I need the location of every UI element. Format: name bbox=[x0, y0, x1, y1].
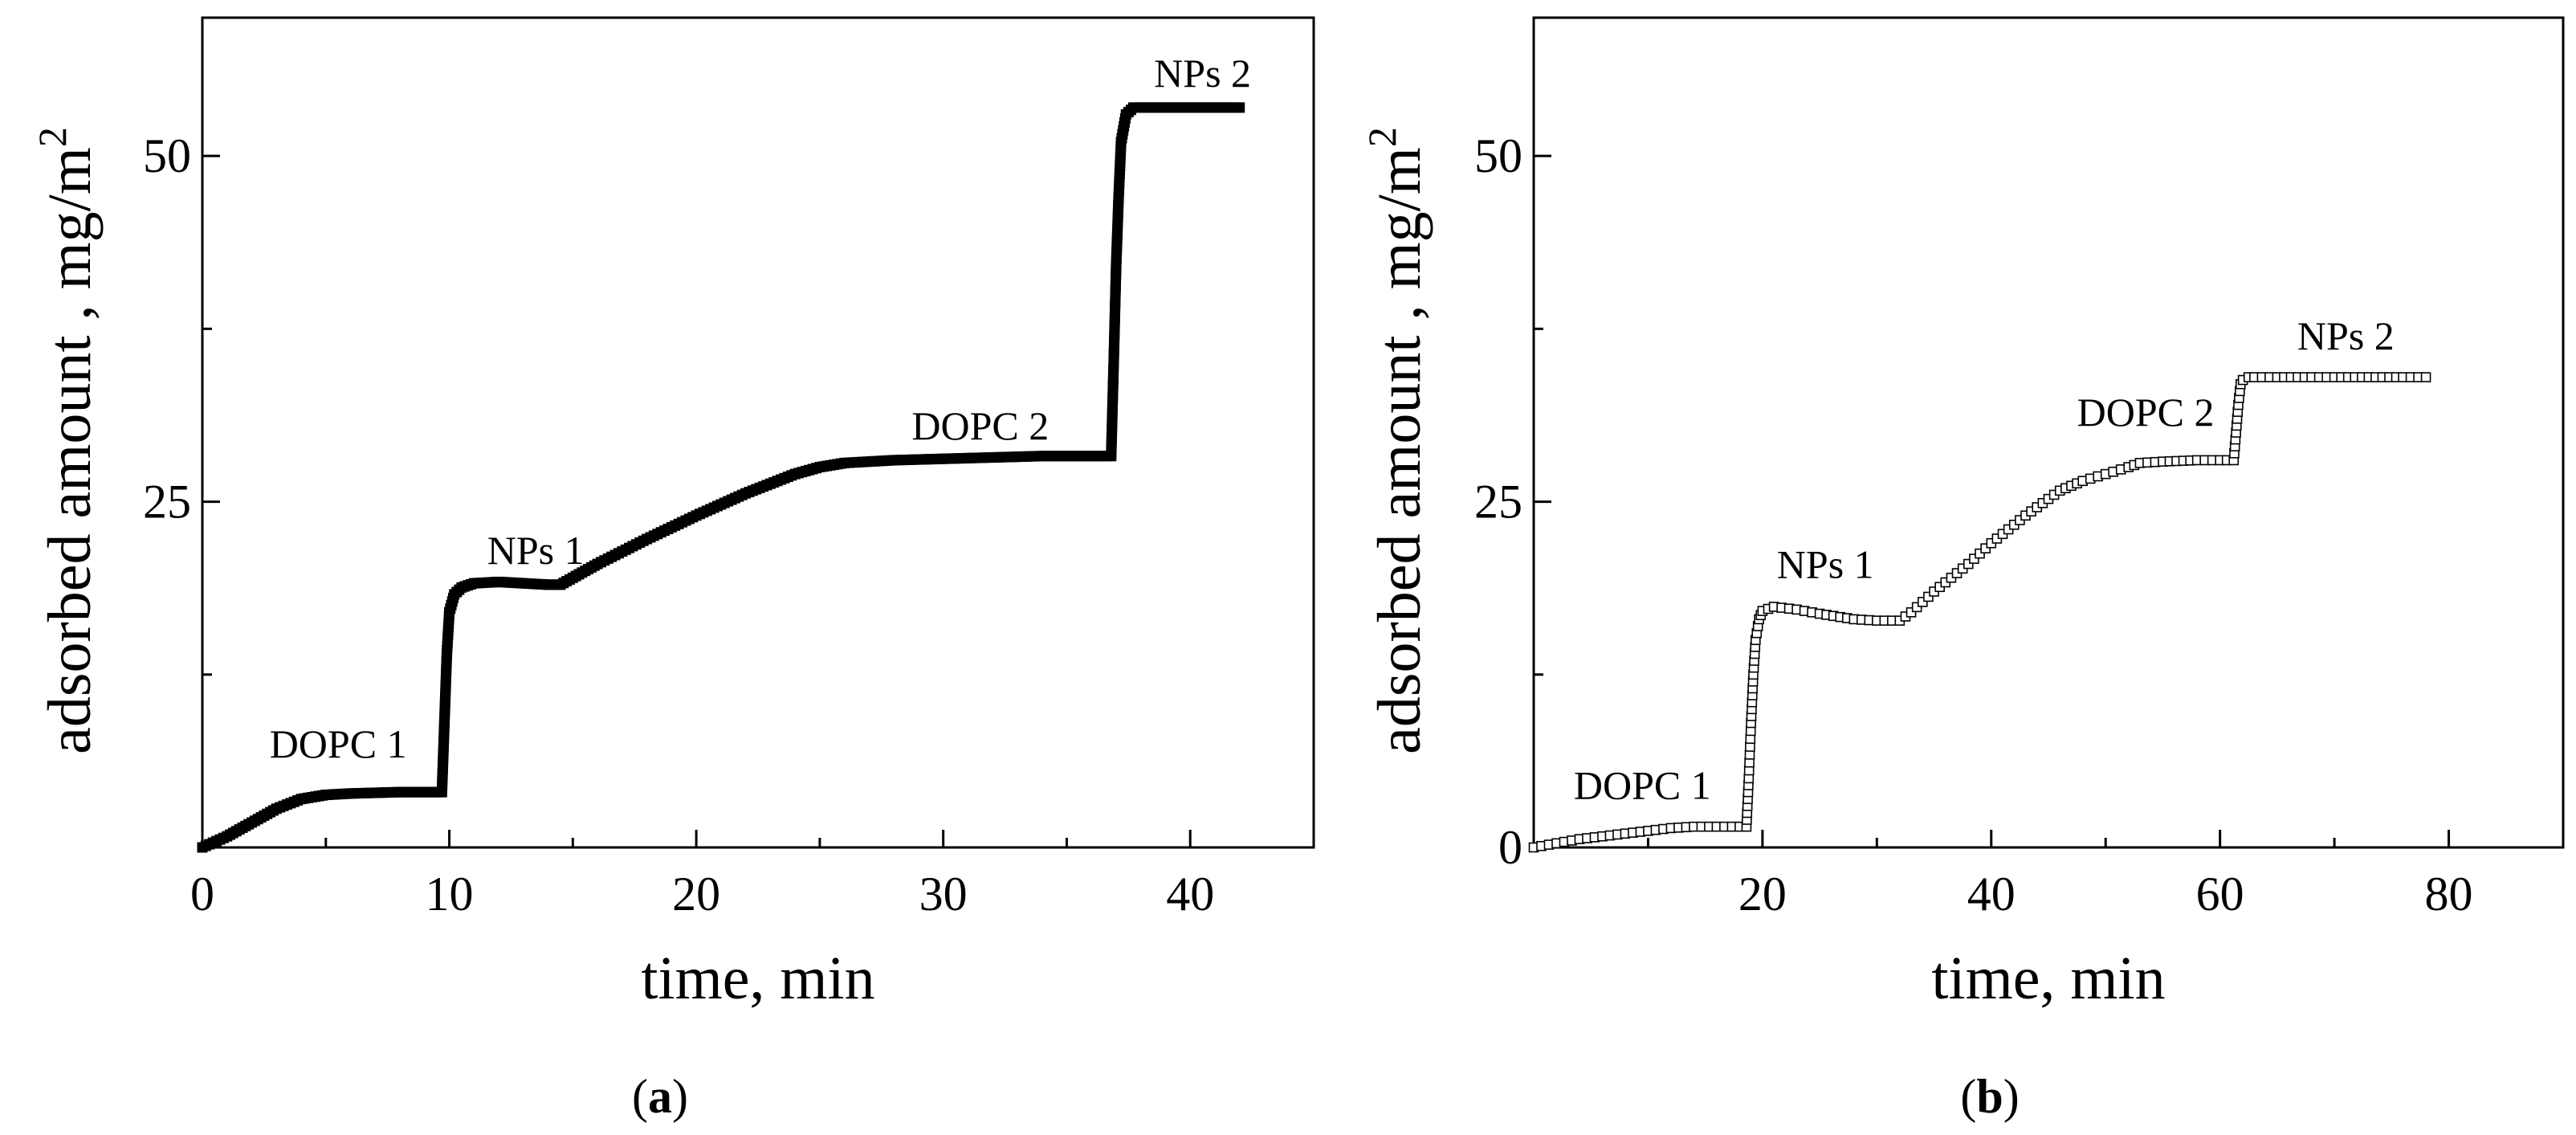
y-axis-title-superscript: 2 bbox=[1359, 127, 1404, 147]
panel-label-close-paren: ) bbox=[2003, 1070, 2020, 1123]
annotation-label: NPs 1 bbox=[487, 528, 585, 573]
x-tick-label: 0 bbox=[190, 868, 214, 921]
y-tick-label: 50 bbox=[1474, 129, 1522, 182]
y-axis-title: adsorbed amount , mg/m2 bbox=[30, 127, 104, 754]
data-point bbox=[2420, 372, 2431, 382]
data-point bbox=[1923, 591, 1934, 602]
data-point bbox=[1906, 607, 1917, 618]
annotation-label: NPs 2 bbox=[2297, 313, 2395, 358]
panel-a: 0 10 20 30 40 25 50 time, min adsorbed amount , … bbox=[30, 16, 1315, 1123]
plot-frame bbox=[1532, 16, 2565, 849]
x-tick-label: 30 bbox=[919, 868, 968, 921]
y-tick-label: 0 bbox=[1498, 821, 1522, 874]
data-point bbox=[1963, 558, 1974, 570]
x-tick-label: 40 bbox=[1166, 868, 1214, 921]
y-axis-title: adsorbed amount , mg/m2 bbox=[1359, 127, 1433, 754]
y-tick-label: 50 bbox=[143, 129, 191, 182]
x-axis-title: time, min bbox=[641, 945, 874, 1012]
x-tick-label: 20 bbox=[1738, 868, 1787, 921]
panel-label: (a) bbox=[632, 1070, 688, 1123]
panel-label: (b) bbox=[1960, 1070, 2019, 1123]
x-axis-title: time, min bbox=[1931, 945, 2165, 1012]
annotation-label: DOPC 2 bbox=[2077, 390, 2215, 435]
y-axis-title-superscript: 2 bbox=[30, 127, 75, 147]
panel-label-open-paren: ( bbox=[632, 1070, 648, 1123]
data-point bbox=[1980, 543, 1991, 553]
annotation-label: DOPC 1 bbox=[1574, 763, 1711, 808]
x-tick-label: 40 bbox=[1967, 868, 2016, 921]
panel-label-letter: a bbox=[648, 1070, 672, 1123]
panel-b: 20 40 60 80 0 25 50 time, min adsorbed amount , … bbox=[1359, 16, 2565, 1123]
y-axis-title-text: adsorbed amount , mg/m bbox=[36, 147, 104, 754]
y-tick-label: 25 bbox=[1474, 476, 1522, 529]
data-point bbox=[1918, 597, 1928, 607]
panel-label-open-paren: ( bbox=[1960, 1070, 1976, 1123]
data-point bbox=[1975, 548, 1985, 559]
y-axis-title-text: adsorbed amount , mg/m bbox=[1366, 147, 1433, 754]
data-point bbox=[1911, 602, 1922, 613]
data-point bbox=[1969, 553, 1979, 564]
data-point bbox=[1234, 102, 1245, 113]
panel-label-letter: b bbox=[1976, 1070, 2003, 1123]
y-tick-label: 25 bbox=[143, 476, 191, 529]
annotation-label: DOPC 2 bbox=[911, 403, 1049, 448]
x-tick-label: 60 bbox=[2196, 868, 2244, 921]
x-tick-label: 80 bbox=[2425, 868, 2473, 921]
panel-label-close-paren: ) bbox=[672, 1070, 688, 1123]
annotation-label: NPs 1 bbox=[1777, 541, 1874, 586]
plot-frame bbox=[201, 16, 1315, 849]
x-tick-label: 20 bbox=[672, 868, 720, 921]
annotation-label: NPs 2 bbox=[1154, 51, 1251, 96]
annotation-label: DOPC 1 bbox=[270, 721, 407, 766]
data-series bbox=[197, 102, 1245, 853]
data-series bbox=[1528, 372, 2431, 853]
x-tick-label: 10 bbox=[426, 868, 474, 921]
